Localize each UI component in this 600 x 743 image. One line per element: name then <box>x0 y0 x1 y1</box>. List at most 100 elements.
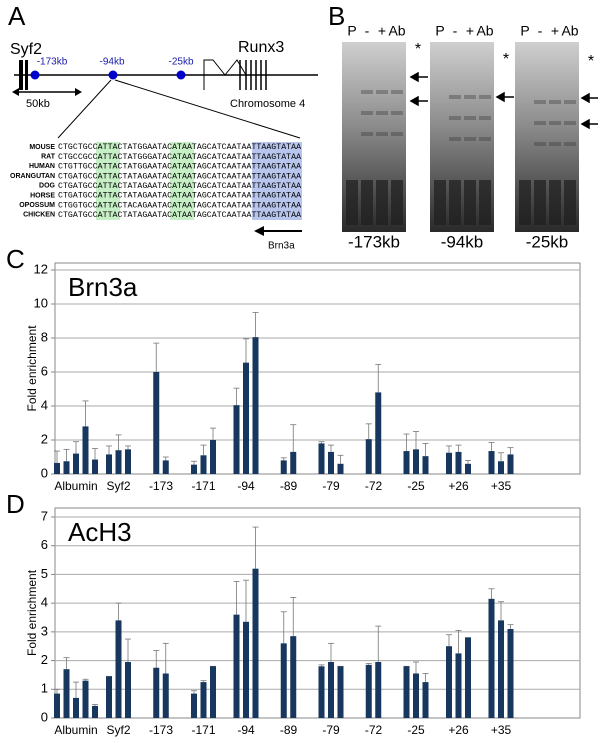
panel-letter: B <box>328 1 345 31</box>
gel-band <box>564 142 576 146</box>
bar <box>280 460 287 474</box>
sequence: CTGATGCCATTACTATAGAATACATAATAGCATCAATAAT… <box>58 182 301 191</box>
gel-band <box>376 132 388 136</box>
bar <box>200 455 207 474</box>
bar <box>328 451 334 474</box>
gel-band <box>564 121 576 125</box>
lane-label: - <box>365 23 370 39</box>
sequence: CTGATGCCATTACTATAGAATACATAATAGCATCAATAAT… <box>58 211 301 220</box>
bar <box>455 451 462 474</box>
gel-lane <box>391 180 403 225</box>
site-dot <box>176 70 186 80</box>
x-tick-label: -94 <box>237 479 255 493</box>
bar <box>63 461 70 474</box>
sequence: CTGTTGCCATTACTATGGAATACATAATAGCATCAATAAT… <box>58 163 301 172</box>
lane-label: - <box>453 23 458 39</box>
gel-band <box>391 90 403 94</box>
lane-label: P <box>520 23 529 39</box>
x-tick-label: Syf2 <box>106 723 130 737</box>
y-axis-label: Fold enrichment <box>25 569 39 656</box>
gel-band <box>549 142 561 146</box>
panel-letter: A <box>8 1 26 31</box>
bar <box>465 463 471 474</box>
y-tick-label: 2 <box>41 431 48 446</box>
x-tick-label: -89 <box>280 723 298 737</box>
x-tick-label: -173 <box>149 723 173 737</box>
gel-lane <box>376 180 388 225</box>
bar <box>54 462 60 474</box>
gel-band <box>479 137 491 141</box>
site-dot <box>108 70 118 80</box>
gel-band <box>534 100 546 104</box>
species-name: RAT <box>41 154 56 161</box>
bar <box>82 680 89 718</box>
bar <box>337 463 344 474</box>
x-tick-label: Albumin <box>54 479 97 493</box>
sequence: CTGATGCCATTACTATAGAATACATAATAGCATCAATAAT… <box>58 192 301 201</box>
bar <box>403 451 410 474</box>
x-tick-label: Syf2 <box>106 479 130 493</box>
bar <box>162 460 169 474</box>
bar <box>403 666 410 718</box>
site-label: -173kb <box>37 57 68 68</box>
sequence: CTGCTGCCATTACTATGGAATACATAATAGCATCAATAAT… <box>58 143 301 152</box>
gel-lane <box>564 180 576 225</box>
gel-band <box>549 100 561 104</box>
gel-band <box>449 116 461 120</box>
lane-label: + <box>466 23 474 39</box>
bar <box>413 449 419 474</box>
bar <box>252 568 259 718</box>
bar <box>115 450 122 474</box>
alignment: MOUSE CTGCTGCCATTACTATGGAATACATAATAGCATCA… <box>10 143 301 220</box>
species-name: DOG <box>39 183 56 190</box>
bar <box>243 621 249 718</box>
chart-title: AcH3 <box>68 517 132 547</box>
gel-label: -94kb <box>441 232 484 251</box>
zoom-line <box>57 79 112 139</box>
chromosome-label: Chromosome 4 <box>230 98 305 110</box>
bar <box>280 643 287 718</box>
lane-label: + <box>551 23 559 39</box>
x-tick-label: -79 <box>322 723 340 737</box>
species-name: OPOSSUM <box>19 202 55 209</box>
bar <box>106 676 112 718</box>
lane-label: - <box>538 23 543 39</box>
x-tick-label: +35 <box>491 723 512 737</box>
x-tick-label: Albumin <box>54 723 97 737</box>
bar <box>243 362 249 474</box>
lane-label: P <box>347 23 356 39</box>
gel-lane <box>434 180 446 225</box>
gel-band <box>534 142 546 146</box>
x-tick-label: -79 <box>322 479 340 493</box>
arrow-head <box>12 88 19 96</box>
bar-chart: 0 1 2 3 4 5 6 7 Albumin Syf2 -173 -171 -94 -89 -79 -72 -… <box>6 489 581 737</box>
lane-label: P <box>435 23 444 39</box>
bar <box>498 620 504 718</box>
bar <box>365 664 372 718</box>
x-tick-label: -171 <box>191 479 215 493</box>
gel-band <box>376 90 388 94</box>
bar <box>422 456 429 474</box>
gel-lane <box>346 180 358 225</box>
band-arrows <box>409 71 598 130</box>
bar <box>455 653 462 718</box>
scale-label: 50kb <box>26 98 50 110</box>
species-name: HORSE <box>30 192 55 199</box>
zoom-line <box>114 79 301 139</box>
bar <box>507 628 514 718</box>
lane-label: + <box>378 23 386 39</box>
y-axis-label: Fold enrichment <box>25 325 39 412</box>
bar <box>290 636 297 718</box>
bar <box>92 705 98 718</box>
bar <box>191 464 197 474</box>
bar <box>488 451 495 474</box>
exon <box>25 60 28 90</box>
bar-chart: 0 2 4 6 8 10 12 Albumin Syf2 -173 -171 -94 -89 -79 -72… <box>6 244 581 493</box>
species-name: ORANGUTAN <box>10 173 55 180</box>
bar <box>92 459 98 474</box>
gel-band <box>549 121 561 125</box>
x-tick-label: +26 <box>448 723 469 737</box>
gel-band <box>464 95 476 99</box>
sequence: CTGATGCCATTACTATAGAATACATAATAGCATCAATAAT… <box>58 172 301 181</box>
